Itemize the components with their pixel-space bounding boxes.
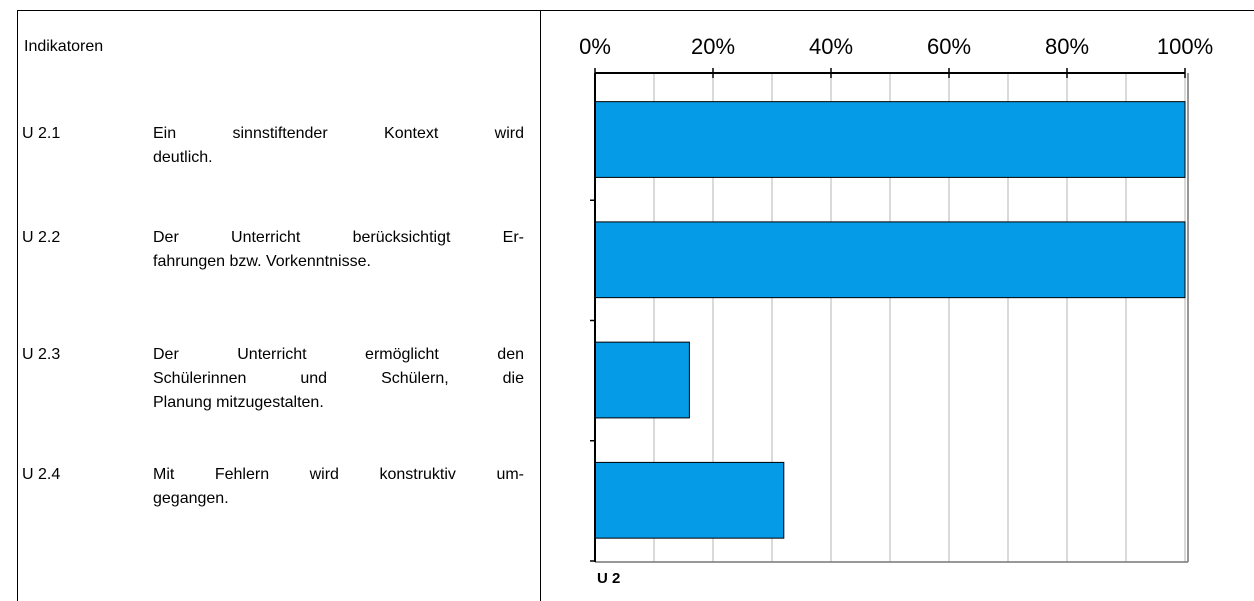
text-line: Mit Fehlern wird konstruktiv um- (153, 466, 524, 483)
indicators-header: Indikatoren (24, 38, 104, 55)
x-tick-label: 60% (927, 34, 971, 59)
text-line: Der Unterricht berücksichtigt Er- (153, 229, 524, 246)
indicator-text: Mit Fehlern wird konstruktiv um-gegangen… (153, 463, 524, 511)
text-line: deutlich. (153, 149, 213, 166)
top-border (17, 10, 1254, 11)
indicator-text: Ein sinnstiftender Kontext wird deutlich. (153, 122, 524, 170)
x-tick-label: 80% (1045, 34, 1089, 59)
x-tick-label: 20% (691, 34, 735, 59)
bar (594, 341, 690, 419)
group-label: U 2 (597, 570, 620, 587)
bar (594, 461, 785, 539)
text-line: Ein sinnstiftender Kontext wird (153, 125, 524, 142)
indicator-code: U 2.2 (22, 229, 61, 246)
text-line: gegangen. (153, 490, 229, 507)
text-line: Planung mitzugestalten. (153, 394, 324, 411)
indicator-code: U 2.4 (22, 466, 61, 483)
text-line: Der Unterricht ermöglicht den (153, 346, 524, 363)
left-border (17, 10, 18, 601)
text-line: Schülerinnen und Schülern, die (153, 370, 524, 387)
x-tick-label: 40% (809, 34, 853, 59)
indicator-text: Der Unterricht ermöglicht den Schülerinne… (153, 343, 524, 415)
x-tick-label: 0% (579, 34, 611, 59)
indicator-text: Der Unterricht berücksichtigt Er-fahrung… (153, 226, 524, 274)
indicator-code: U 2.1 (22, 125, 61, 142)
bar (594, 101, 1186, 178)
text-line: fahrungen bzw. Vorkenntnisse. (153, 253, 371, 270)
indicator-code: U 2.3 (22, 346, 61, 363)
bar (594, 221, 1186, 299)
x-tick-label: 100% (1157, 34, 1213, 59)
column-divider (540, 10, 541, 601)
